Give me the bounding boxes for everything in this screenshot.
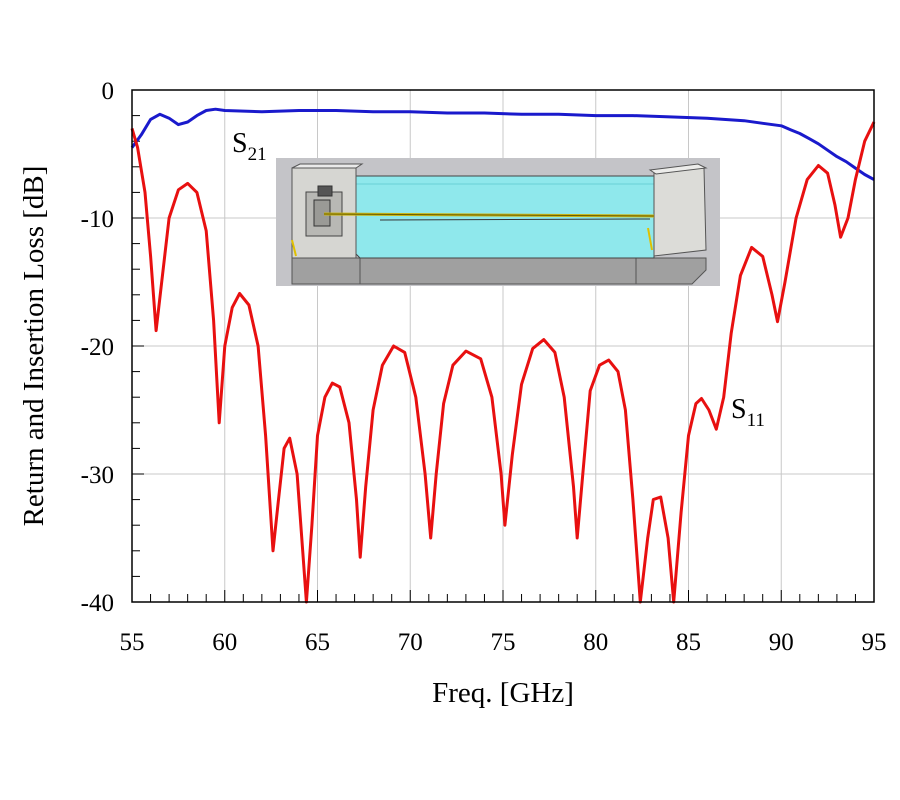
series-lines xyxy=(130,107,876,604)
x-tick-label: 95 xyxy=(862,629,887,656)
x-tick-label: 55 xyxy=(120,629,145,656)
y-tick-label: -30 xyxy=(81,462,114,489)
x-tick-label: 80 xyxy=(583,629,608,656)
x-tick-label: 85 xyxy=(676,629,701,656)
y-tick-label: -40 xyxy=(81,590,114,617)
device-3d-model-image xyxy=(276,158,720,286)
plot-frame xyxy=(131,89,875,603)
x-tick-label: 60 xyxy=(212,629,237,656)
y-tick-label: 0 xyxy=(102,78,115,105)
y-axis-title: Return and Insertion Loss [dB] xyxy=(18,166,50,527)
x-tick-label: 70 xyxy=(398,629,423,656)
y-tick-labels: 0 -10 -20 -30 -40 xyxy=(81,78,114,617)
x-tick-label: 65 xyxy=(305,629,330,656)
y-tick-label: -20 xyxy=(81,334,114,361)
x-tick-label: 90 xyxy=(769,629,794,656)
minor-ticks xyxy=(132,115,856,602)
y-tick-label: -10 xyxy=(81,206,114,233)
series-label-s21: S21 xyxy=(232,128,267,165)
x-tick-label: 75 xyxy=(491,629,516,656)
series-line-s21 xyxy=(130,107,875,181)
x-tick-labels: 55 60 65 70 75 80 85 90 95 xyxy=(120,629,887,656)
series-label-s11: S11 xyxy=(731,394,765,431)
series-line-s11 xyxy=(130,121,876,604)
x-axis-title: Freq. [GHz] xyxy=(432,677,574,709)
